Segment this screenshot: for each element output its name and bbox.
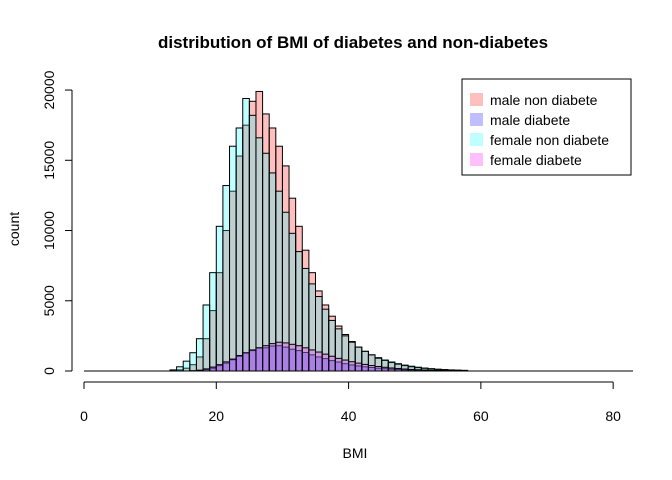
legend: male non diabete male diabete female non d… (461, 78, 632, 176)
y-axis: 0 5000 10000 15000 20000 (41, 70, 73, 375)
legend-swatch (470, 133, 483, 146)
chart-title: distribution of BMI of diabetes and non-… (158, 33, 548, 52)
histogram-bar (248, 349, 257, 372)
legend-entry: male diabete (490, 112, 570, 128)
histogram-bar (268, 172, 277, 372)
histogram-bar (315, 351, 323, 372)
histogram-bar (182, 360, 191, 372)
histogram-bar (348, 361, 356, 372)
x-tick-label: 60 (473, 408, 489, 424)
series-2 (169, 97, 469, 372)
histogram-bar (341, 359, 350, 372)
histogram-bar (215, 364, 224, 372)
x-tick-label: 0 (80, 408, 88, 424)
histogram-bar (308, 349, 317, 372)
histogram-bar (281, 342, 290, 372)
y-tick-label: 15000 (41, 141, 57, 180)
y-tick-label: 10000 (41, 211, 57, 250)
histogram-bar (288, 343, 297, 372)
histogram-bar (321, 353, 330, 372)
histogram-bar (255, 137, 264, 372)
legend-swatch (470, 113, 483, 126)
histogram-bar (235, 127, 244, 372)
histogram-bar (301, 347, 310, 372)
histogram-bar (328, 355, 336, 372)
x-axis-label: BMI (343, 445, 368, 461)
legend-box (461, 78, 632, 176)
histogram-bar (209, 272, 217, 372)
histogram-bar (275, 341, 283, 372)
legend-swatch (470, 93, 483, 106)
y-axis-label: count (6, 212, 22, 246)
histogram-bar (189, 352, 197, 372)
histogram-bar (295, 345, 303, 372)
histogram-bar (255, 347, 264, 372)
x-tick-label: 80 (605, 408, 621, 424)
histogram-bar (229, 358, 237, 372)
histogram-bar (176, 366, 184, 372)
legend-swatch (470, 153, 483, 166)
x-tick-label: 20 (209, 408, 225, 424)
histogram-bar (381, 366, 389, 372)
y-tick-label: 5000 (41, 285, 57, 316)
histogram-bar (262, 152, 270, 372)
histogram-bar (354, 362, 363, 372)
legend-entry: female non diabete (490, 132, 609, 148)
histogram-bar (209, 366, 217, 372)
y-tick-label: 0 (41, 367, 57, 375)
histogram-bar (242, 97, 250, 372)
histogram-bar (334, 357, 343, 372)
histogram-bar (222, 361, 231, 372)
histogram-bar (248, 114, 257, 372)
histogram-bar (195, 338, 204, 372)
histogram-bar (262, 345, 270, 372)
histogram-bar (361, 363, 369, 372)
y-tick-label: 20000 (41, 70, 57, 109)
histogram-bar (215, 225, 224, 372)
histogram-bar (202, 304, 211, 372)
histogram-bars (84, 90, 633, 372)
histogram-bar (268, 343, 277, 372)
histogram-bar (367, 365, 376, 372)
histogram-bar (222, 185, 231, 372)
histogram-bar (242, 352, 250, 372)
x-tick-label: 40 (341, 408, 357, 424)
x-axis: 0 20 40 60 80 (80, 381, 621, 424)
histogram-bar (374, 366, 383, 372)
histogram-bar (229, 145, 237, 372)
legend-entry: female diabete (490, 152, 582, 168)
histogram-bar (235, 355, 244, 372)
legend-entry: male non diabete (490, 92, 598, 108)
